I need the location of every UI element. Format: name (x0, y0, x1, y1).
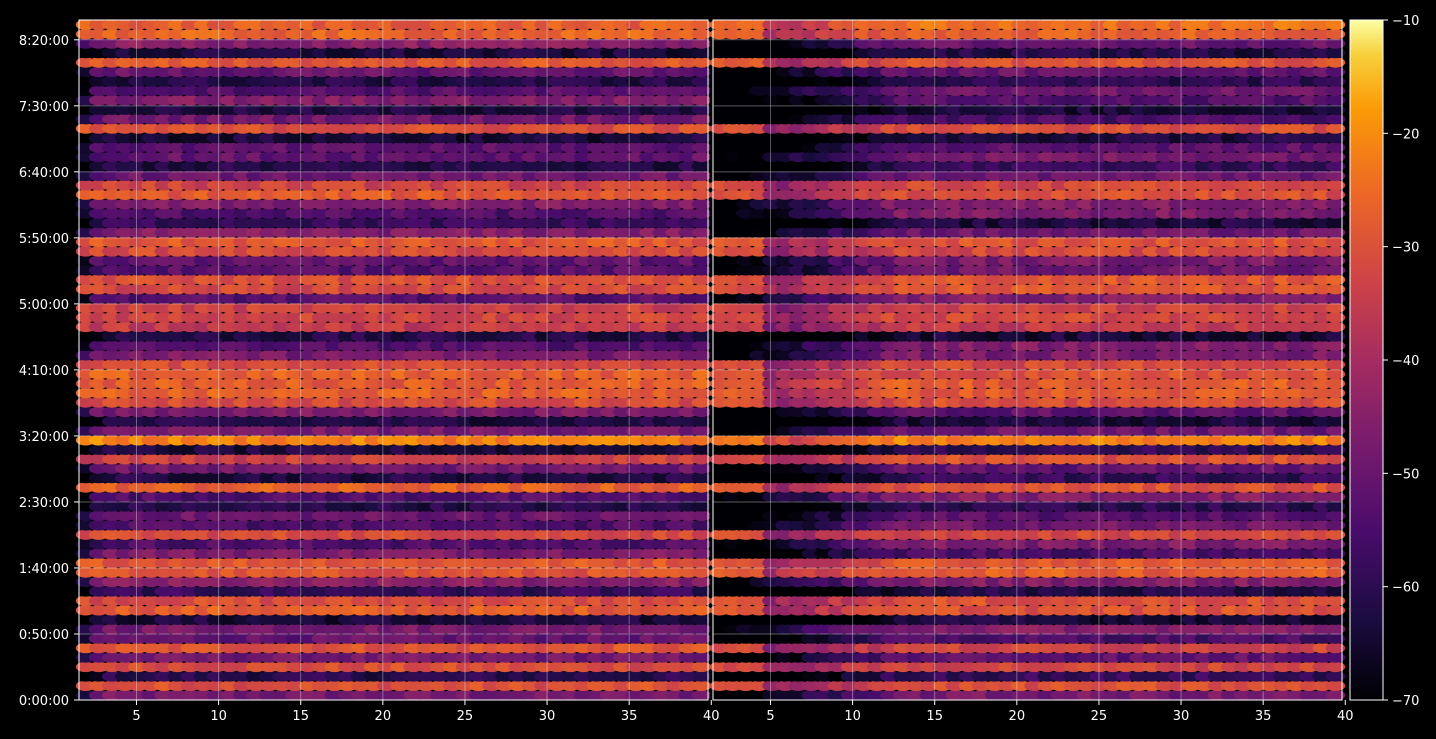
heatmap-cell (691, 378, 712, 389)
panel-background (79, 20, 708, 700)
heatmap-cell (691, 548, 712, 559)
heatmap-cell (691, 387, 712, 399)
heatmap-cell (691, 642, 712, 654)
heatmap-cell (691, 510, 712, 521)
heatmap-cell (691, 605, 712, 616)
heatmap-cell (691, 567, 712, 578)
heatmap-cell (691, 690, 712, 701)
heatmap-cell (691, 491, 712, 503)
heatmap-cell (691, 652, 712, 663)
heatmap-cell (691, 340, 712, 351)
heatmap-cell (691, 454, 712, 465)
heatmap-cell (691, 406, 712, 418)
heatmap-cell (691, 557, 712, 569)
heatmap-cell (691, 539, 712, 550)
heatmap-cell (691, 444, 712, 455)
heatmap-panel-2 (709, 19, 1346, 701)
heatmap-cell (691, 312, 712, 323)
heatmap-cell (691, 501, 712, 512)
heatmap-cell (691, 633, 712, 644)
heatmap-cell (691, 397, 712, 408)
heatmap-cell (691, 463, 712, 474)
heatmap-panel-1 (75, 19, 712, 701)
heatmap-cell (691, 529, 712, 540)
heatmap-cell (691, 435, 712, 446)
heatmap-cell (691, 671, 712, 682)
heatmap-cell (691, 586, 712, 597)
heatmap-cell (691, 359, 712, 370)
heatmap-cell (691, 425, 712, 436)
heatmap-cell (691, 472, 712, 484)
heatmap-cell (691, 369, 712, 380)
heatmap-cell (691, 624, 712, 635)
heatmap-cell (691, 482, 712, 493)
heatmap-cell (691, 331, 712, 342)
heatmap-cell (691, 680, 712, 691)
heatmap-cell (691, 350, 712, 361)
heatmap-cell (691, 661, 712, 673)
heatmap-cell (691, 576, 712, 588)
heatmap-cell (691, 595, 712, 606)
heatmap-cell (691, 416, 712, 427)
heatmap-cell (691, 614, 712, 625)
heatmap-cell (691, 520, 712, 531)
heatmap-cell (691, 321, 712, 333)
